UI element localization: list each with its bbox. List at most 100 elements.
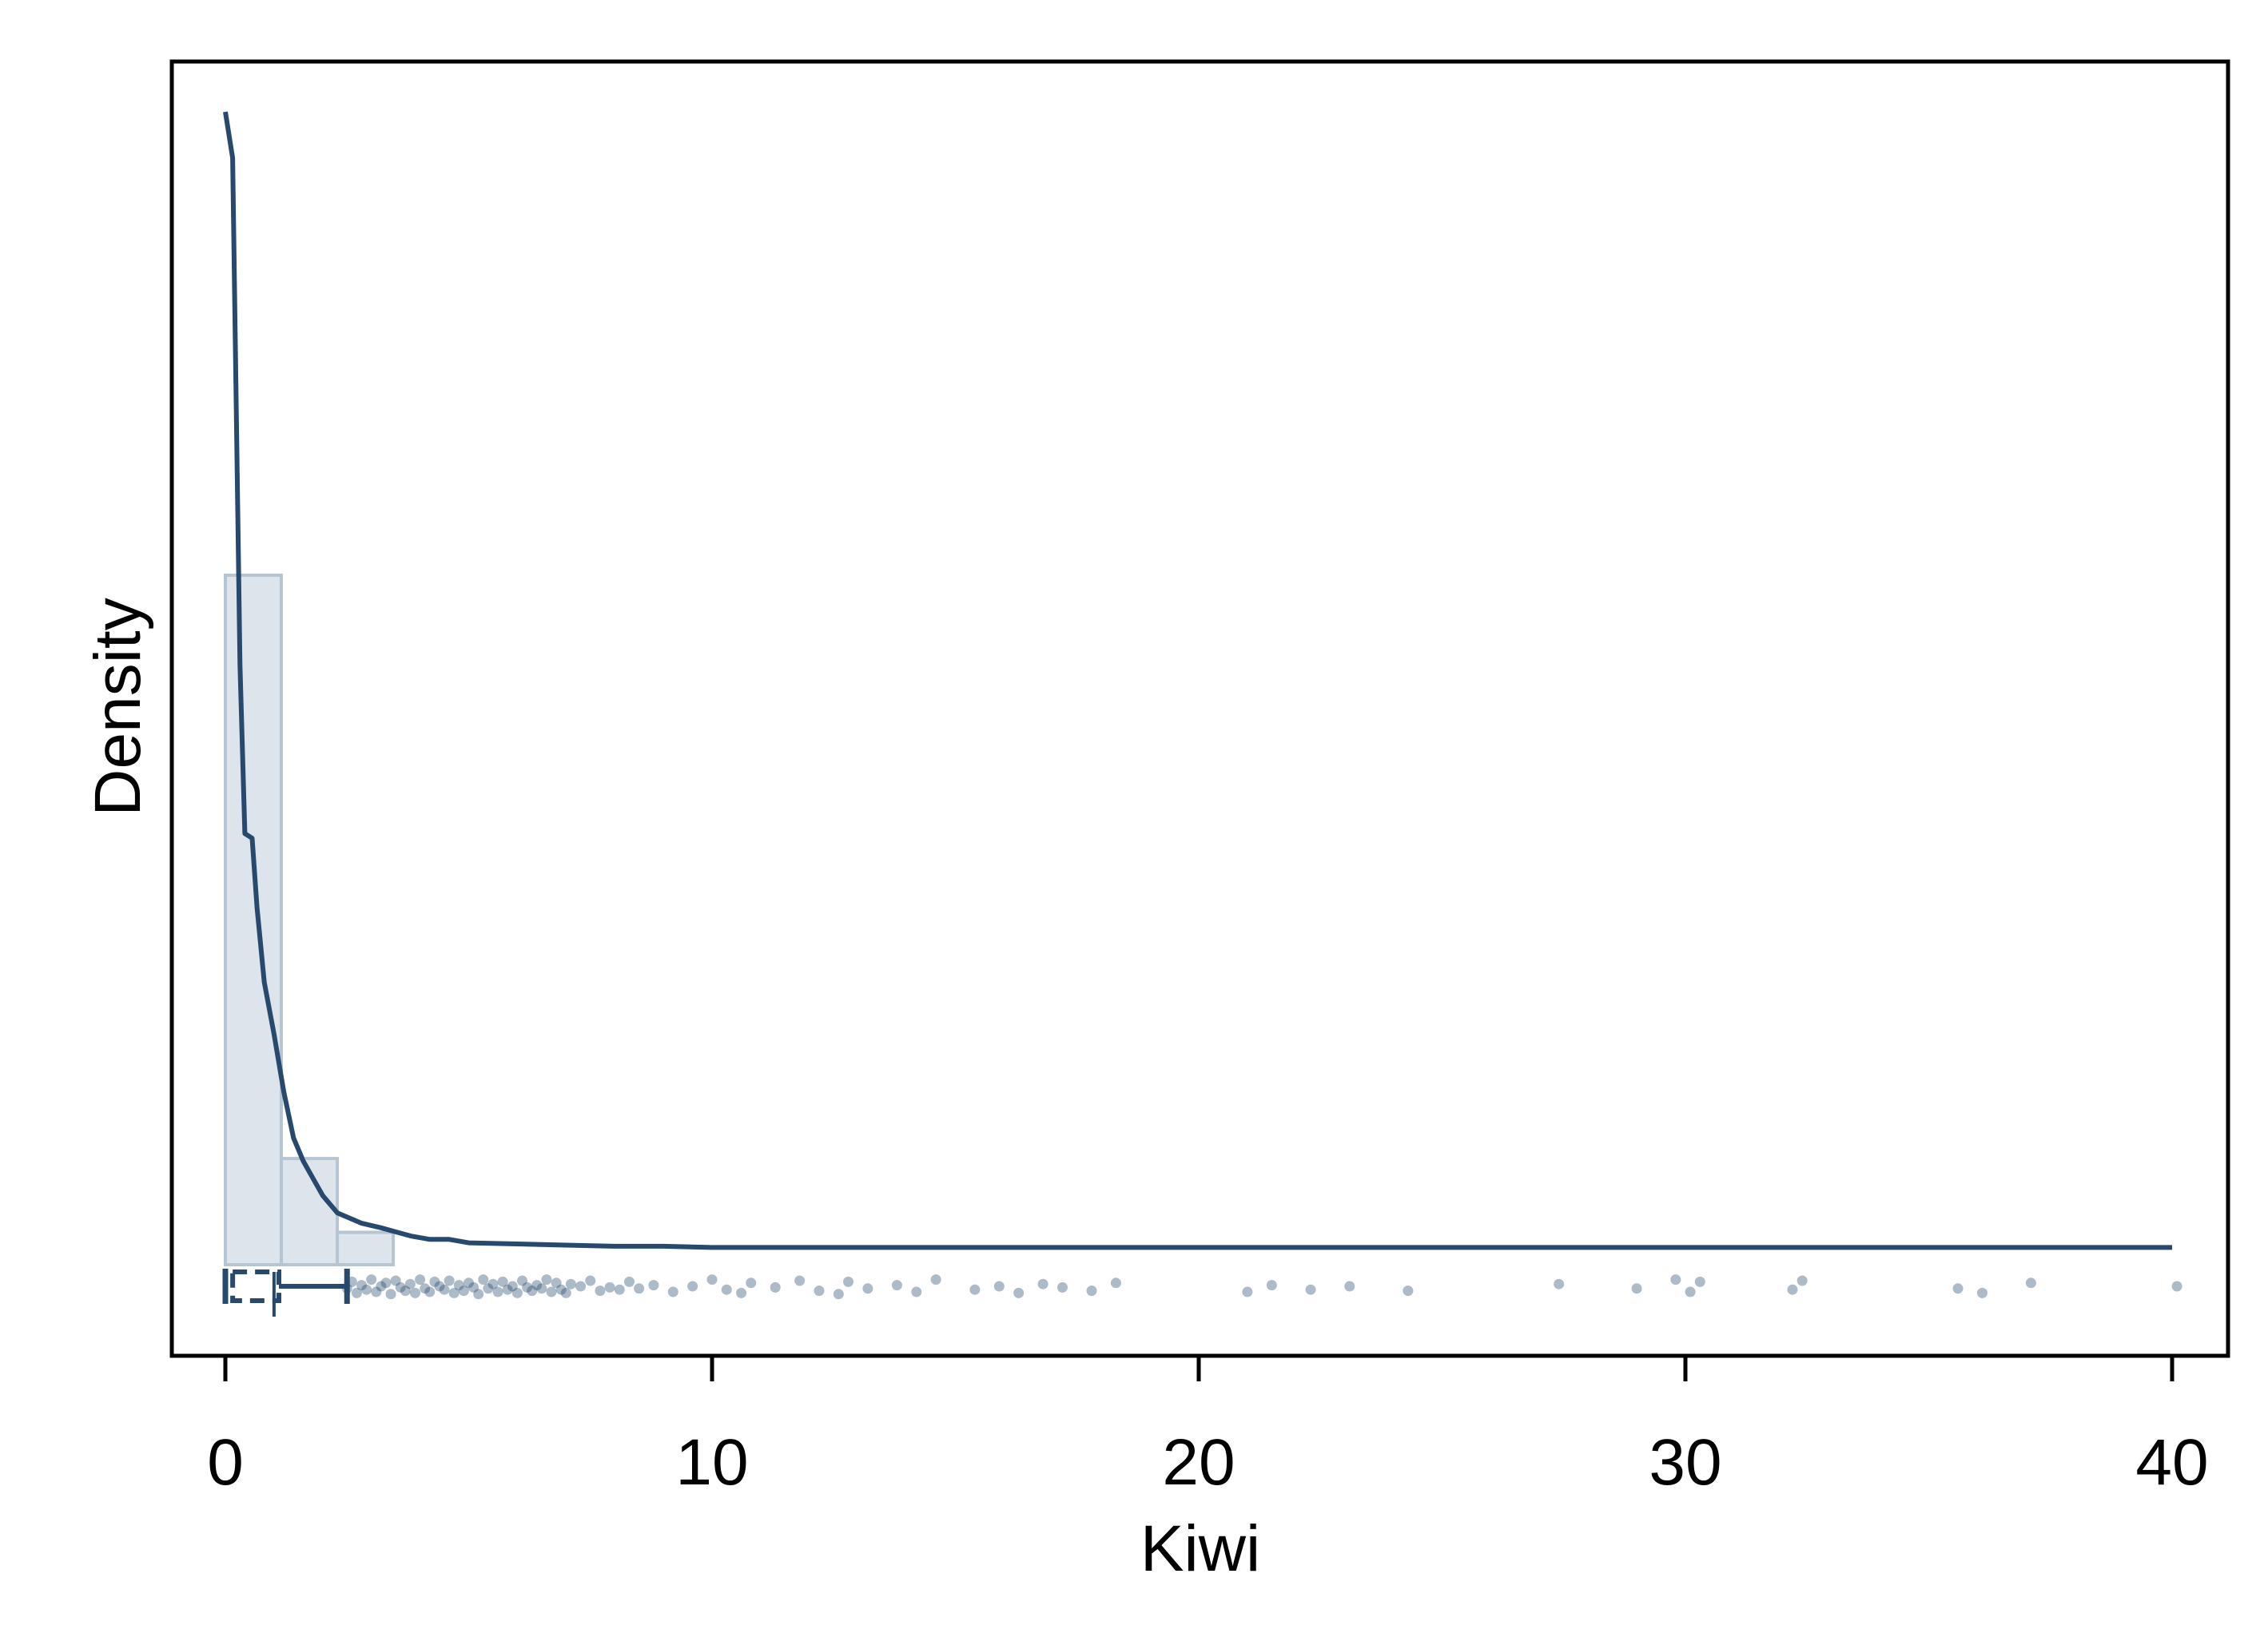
plot-frame [169, 59, 2230, 1358]
data-point [1554, 1278, 1565, 1289]
data-point [468, 1281, 479, 1293]
data-point [371, 1286, 382, 1297]
data-point [1796, 1275, 1808, 1286]
data-point [648, 1280, 659, 1291]
data-point [376, 1281, 387, 1292]
data-point [585, 1275, 596, 1286]
data-point [833, 1289, 844, 1300]
x-tick-label: 30 [1649, 1426, 1721, 1499]
data-point [507, 1281, 518, 1292]
data-point [634, 1283, 645, 1294]
x-axis-label: Kiwi [1140, 1512, 1260, 1585]
data-point [390, 1275, 401, 1286]
data-point [497, 1276, 508, 1287]
data-point [536, 1283, 547, 1294]
histogram-bars [224, 574, 396, 1267]
data-point [404, 1278, 416, 1289]
y-axis-label: Density [82, 598, 154, 816]
data-point [794, 1275, 806, 1286]
data-point [351, 1287, 362, 1298]
data-point [770, 1281, 781, 1293]
data-point [687, 1281, 698, 1292]
data-point [736, 1287, 747, 1298]
data-point [1242, 1286, 1253, 1297]
data-point [667, 1286, 678, 1297]
data-point [575, 1281, 587, 1292]
data-point [516, 1275, 527, 1286]
data-point [614, 1284, 625, 1295]
data-point [420, 1283, 431, 1294]
box-iqr [230, 1270, 281, 1303]
data-point [487, 1278, 499, 1289]
x-tick-label: 40 [2135, 1426, 2208, 1499]
data-point [434, 1281, 445, 1292]
data-point [341, 1283, 352, 1294]
data-point [511, 1287, 523, 1298]
data-point [862, 1283, 873, 1294]
data-point [478, 1274, 489, 1285]
x-tick-label: 0 [207, 1426, 244, 1499]
data-point [930, 1274, 941, 1285]
data-point [546, 1286, 557, 1297]
data-point [1685, 1286, 1696, 1297]
data-point [527, 1285, 538, 1297]
data-point [1110, 1277, 1121, 1289]
data-point [415, 1274, 426, 1285]
data-point [746, 1277, 757, 1289]
data-point [565, 1278, 576, 1289]
data-point [1403, 1285, 1414, 1297]
histogram-bar [224, 574, 284, 1266]
data-point [473, 1289, 484, 1300]
data-point [1631, 1283, 1642, 1294]
data-point [1670, 1274, 1681, 1285]
data-point [911, 1286, 922, 1297]
data-points [341, 1274, 2182, 1300]
data-point [448, 1287, 460, 1298]
data-point [560, 1287, 571, 1298]
data-point [541, 1274, 552, 1285]
data-point [2171, 1281, 2182, 1292]
data-point [483, 1283, 494, 1294]
data-point [439, 1284, 450, 1295]
data-point [1266, 1280, 1277, 1291]
data-point [502, 1284, 513, 1295]
data-point [531, 1280, 543, 1291]
data-point [361, 1284, 372, 1295]
data-point [1952, 1283, 1964, 1294]
data-point [400, 1285, 411, 1297]
data-point [410, 1287, 421, 1298]
data-point [1013, 1287, 1025, 1298]
data-point [2025, 1277, 2036, 1289]
data-point [1037, 1278, 1048, 1289]
x-tick-label: 20 [1162, 1426, 1235, 1499]
boxplot [222, 1269, 350, 1317]
data-point [458, 1285, 469, 1297]
data-point [604, 1281, 615, 1293]
x-axis: 0 10 20 30 40 [207, 1356, 2209, 1499]
histogram-bar [336, 1230, 396, 1266]
data-point [1056, 1281, 1068, 1293]
data-point [721, 1284, 732, 1295]
data-point [346, 1276, 357, 1287]
data-point [1694, 1276, 1705, 1287]
data-point [969, 1284, 981, 1295]
data-point [1086, 1285, 1097, 1297]
data-point [843, 1276, 854, 1287]
data-point [395, 1281, 406, 1293]
data-point [706, 1274, 718, 1285]
x-tick-label: 10 [675, 1426, 748, 1499]
data-point [555, 1284, 567, 1295]
data-point [424, 1286, 436, 1297]
data-point [464, 1277, 474, 1289]
data-point [380, 1277, 392, 1289]
data-point [1344, 1281, 1355, 1292]
data-point [623, 1276, 635, 1287]
data-point [444, 1275, 455, 1286]
data-point [429, 1276, 440, 1287]
data-point [814, 1285, 825, 1297]
data-point [891, 1280, 902, 1291]
data-point [595, 1285, 606, 1297]
data-point [453, 1280, 464, 1291]
data-point [1305, 1284, 1316, 1295]
